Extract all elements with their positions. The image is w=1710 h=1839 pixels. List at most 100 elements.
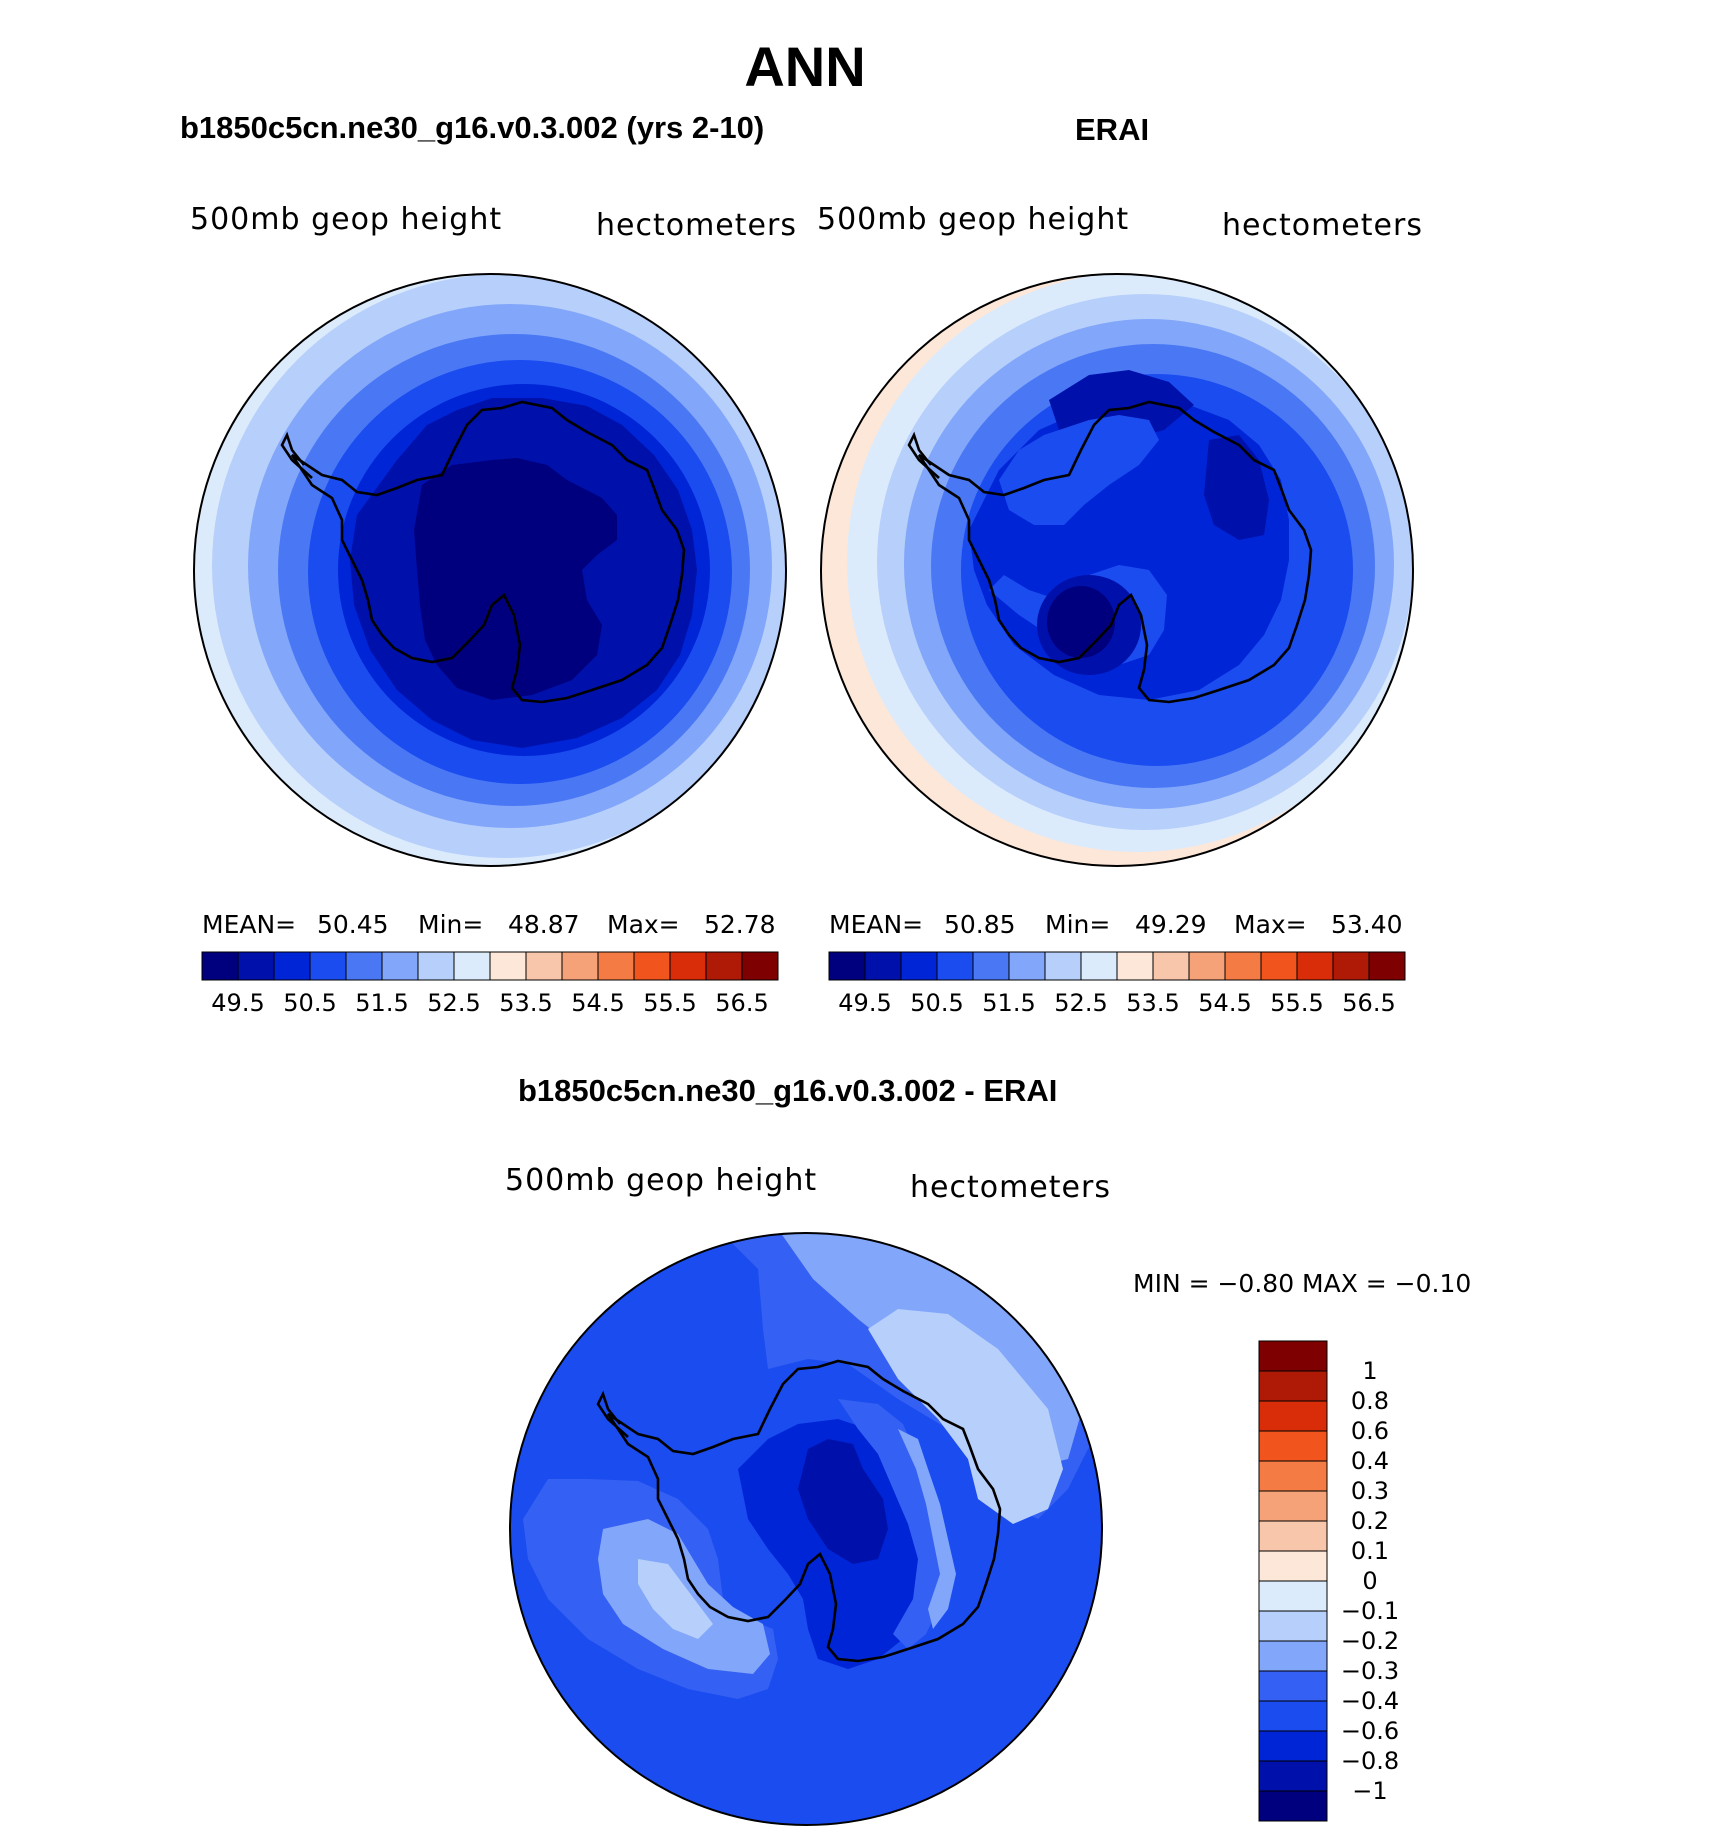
panel2-colorbar-swatch [1008,951,1046,981]
panel3-colorbar-swatch [1258,1490,1328,1522]
page-title: ANN [744,35,866,98]
panel3-colorbar-tick-label: −1 [1352,1777,1387,1805]
panel3-colorbar-swatch [1258,1460,1328,1492]
panel3-colorbar-tick-label: −0.1 [1341,1597,1399,1625]
panel3-colorbar-swatch [1258,1520,1328,1552]
panel1-colorbar-swatch [273,951,311,981]
panel2-min-label: Min= [1045,910,1111,939]
panel2-colorbar-tick-label: 50.5 [910,989,963,1017]
panel1-max-label: Max= [607,910,680,939]
panel3-colorbar-tick-label: 0.6 [1351,1417,1389,1445]
panel2-colorbar-tick-label: 54.5 [1198,989,1251,1017]
panel2-colorbar-tick-label: 55.5 [1270,989,1323,1017]
panel1-colorbar-swatch [633,951,671,981]
panel2-colorbar-swatch [1260,951,1298,981]
panel1-colorbar-swatch [381,951,419,981]
panel1-colorbar: 49.5 50.5 51.5 52.5 53.5 54.5 55.5 56.5 [201,951,779,1017]
panel3-colorbar-tick-label: 0.3 [1351,1477,1389,1505]
panel3-colorbar-swatch [1258,1370,1328,1402]
panel3-map [509,1232,1103,1826]
panel1-colorbar-swatch [525,951,563,981]
panel3-colorbar-swatch [1258,1580,1328,1612]
panel1-colorbar-tick-label: 53.5 [499,989,552,1017]
panel1-units-label: hectometers [596,208,797,243]
panel2-colorbar-swatch [972,951,1010,981]
panel1-colorbar-swatch [489,951,527,981]
panel1-colorbar-swatch [309,951,347,981]
panel3-colorbar-swatch [1258,1760,1328,1792]
panel2-colorbar-tick-label: 49.5 [838,989,891,1017]
panel2-colorbar-swatch [1080,951,1118,981]
panel2-colorbar-tick-label: 52.5 [1054,989,1107,1017]
panel3-colorbar-tick-label: 0.1 [1351,1537,1389,1565]
panel2-colorbar-swatch [1332,951,1370,981]
panel3-variable-label: 500mb geop height [505,1163,818,1198]
panel1-colorbar-swatch [561,951,599,981]
panel1-colorbar-swatch [705,951,743,981]
panel2-colorbar-swatch [1296,951,1334,981]
panel3-colorbar-tick-label: −0.2 [1341,1627,1399,1655]
panel1-mean-value: 50.45 [317,910,389,939]
panel2-colorbar-tick-label: 53.5 [1126,989,1179,1017]
panel2-colorbar-swatch [1152,951,1190,981]
panel2-colorbar-swatch [1224,951,1262,981]
panel1-colorbar-tick-label: 51.5 [355,989,408,1017]
panel1-colorbar-swatch [669,951,707,981]
panel3-colorbar-swatch [1258,1610,1328,1642]
panel1-colorbar-swatch [345,951,383,981]
panel2-colorbar-swatch [900,951,938,981]
panel3-colorbar-tick-label: −0.4 [1341,1687,1399,1715]
panel2-variable-label: 500mb geop height [817,202,1130,237]
panel2-colorbar-swatch [1188,951,1226,981]
panel2-mean-value: 50.85 [944,910,1016,939]
panel3-colorbar-swatch [1258,1640,1328,1672]
panel1-mean-label: MEAN= [202,910,297,939]
panel2-units-label: hectometers [1222,208,1423,243]
panel3-colorbar-swatch [1258,1400,1328,1432]
panel1-colorbar-swatch [237,951,275,981]
panel1-colorbar-swatch [417,951,455,981]
panel1-min-value: 48.87 [508,910,580,939]
panel2-max-label: Max= [1234,910,1307,939]
panel2-map [820,273,1414,867]
panel2-colorbar-swatch [1044,951,1082,981]
panel1-map [193,273,787,867]
panel1-colorbar-swatch [201,951,239,981]
panel1-colorbar-swatch [597,951,635,981]
panel3-colorbar-tick-label: −0.8 [1341,1747,1399,1775]
panel2-colorbar-tick-label: 51.5 [982,989,1035,1017]
panel1-max-value: 52.78 [704,910,776,939]
panel2-colorbar-swatch [1368,951,1406,981]
panel1-min-label: Min= [418,910,484,939]
panel2-title: ERAI [1075,112,1150,147]
panel1-colorbar-swatch [741,951,779,981]
panel2-colorbar-swatch [864,951,902,981]
panel3-stats: MIN = −0.80 MAX = −0.10 [1133,1269,1472,1298]
panel1-colorbar-tick-label: 54.5 [571,989,624,1017]
panel1-colorbar-tick-label: 56.5 [715,989,768,1017]
panel3-colorbar-tick-label: 0.2 [1351,1507,1389,1535]
panel3-colorbar-tick-label: 0.4 [1351,1447,1389,1475]
panel3-title: b1850c5cn.ne30_g16.v0.3.002 - ERAI [518,1073,1058,1108]
panel1-colorbar-tick-label: 50.5 [283,989,336,1017]
panel3-colorbar-swatch [1258,1670,1328,1702]
panel3-colorbar-tick-label: 1 [1362,1357,1377,1385]
panel2-colorbar-tick-label: 56.5 [1342,989,1395,1017]
panel3-colorbar-swatch [1258,1550,1328,1582]
panel3-colorbar-swatch [1258,1340,1328,1372]
panel2-colorbar-swatch [936,951,974,981]
panel2-min-value: 49.29 [1135,910,1207,939]
panel1-title: b1850c5cn.ne30_g16.v0.3.002 (yrs 2-10) [180,110,765,145]
panel2-max-value: 53.40 [1331,910,1403,939]
panel1-colorbar-tick-label: 49.5 [211,989,264,1017]
panel3-colorbar-tick-label: 0 [1362,1567,1377,1595]
panel3-colorbar: −1−0.8−0.6−0.4−0.3−0.2−0.100.10.20.30.40… [1258,1340,1399,1822]
panel3-colorbar-swatch [1258,1430,1328,1462]
panel1-variable-label: 500mb geop height [190,202,503,237]
panel3-colorbar-tick-label: 0.8 [1351,1387,1389,1415]
panel3-colorbar-swatch [1258,1700,1328,1732]
panel2-mean-label: MEAN= [829,910,924,939]
panel3-units-label: hectometers [910,1170,1111,1205]
panel3-colorbar-swatch [1258,1790,1328,1822]
panel3-colorbar-tick-label: −0.6 [1341,1717,1399,1745]
